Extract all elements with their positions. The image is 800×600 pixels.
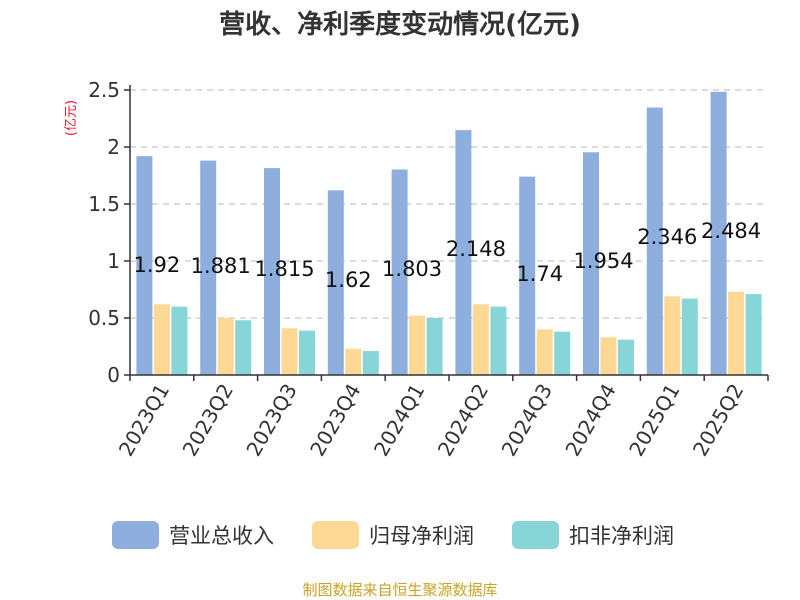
bar-deducted-net-profit <box>362 351 379 375</box>
bar-net-profit <box>600 337 617 375</box>
bar-revenue <box>136 156 153 375</box>
bar-revenue <box>455 130 472 375</box>
y-unit-label: (亿元) <box>64 100 79 136</box>
x-tick-label: 2023Q2 <box>178 380 238 461</box>
x-tick-label: 2024Q3 <box>497 380 557 461</box>
y-tick-label: 2.5 <box>88 78 120 102</box>
data-label: 1.92 <box>134 253 181 277</box>
bar-deducted-net-profit <box>618 339 634 375</box>
data-label: 2.148 <box>446 237 506 261</box>
bar-deducted-net-profit <box>681 298 698 375</box>
x-tick-label: 2023Q4 <box>305 380 365 461</box>
bar-revenue <box>583 152 599 375</box>
y-tick-label: 0.5 <box>88 306 120 330</box>
bar-revenue <box>200 160 217 375</box>
bar-net-profit <box>409 315 426 375</box>
legend-swatch <box>112 521 159 549</box>
legend-item: 扣非净利润 <box>512 521 674 549</box>
legend-label: 扣非净利润 <box>569 524 674 548</box>
data-label: 1.881 <box>191 254 251 278</box>
bar-net-profit <box>281 328 298 375</box>
bar-deducted-net-profit <box>171 306 188 375</box>
y-tick-label: 1 <box>107 249 120 273</box>
bar-deducted-net-profit <box>745 294 762 375</box>
x-tick-label: 2025Q2 <box>688 380 748 461</box>
x-tick-label: 2025Q1 <box>624 380 684 461</box>
data-label: 1.74 <box>516 262 563 286</box>
bar-net-profit <box>345 348 362 375</box>
data-label: 2.484 <box>701 219 761 243</box>
y-tick-label: 2 <box>107 135 120 159</box>
bar-net-profit <box>217 318 234 375</box>
bar-deducted-net-profit <box>554 331 571 375</box>
bar-revenue <box>264 168 280 375</box>
data-label: 1.803 <box>382 257 442 281</box>
x-tick-label: 2024Q2 <box>433 380 493 461</box>
bar-deducted-net-profit <box>490 306 507 375</box>
bar-revenue <box>710 91 727 375</box>
legend-item: 归母净利润 <box>312 521 474 549</box>
bar-revenue <box>327 190 344 375</box>
bar-net-profit <box>472 304 489 375</box>
bar-net-profit <box>536 329 553 375</box>
legend-item: 营业总收入 <box>112 521 274 549</box>
x-tick-label: 2024Q4 <box>560 380 620 461</box>
x-tick-label: 2023Q1 <box>114 380 174 461</box>
y-tick-label: 0 <box>107 363 120 387</box>
source-note: 制图数据来自恒生聚源数据库 <box>302 581 497 599</box>
chart-title: 营收、净利季度变动情况(亿元) <box>219 9 581 40</box>
data-label: 2.346 <box>637 225 697 249</box>
x-tick-label: 2024Q1 <box>369 380 429 461</box>
bar-net-profit <box>664 296 681 375</box>
bar-revenue <box>519 176 536 375</box>
data-label: 1.815 <box>254 257 314 281</box>
legend-label: 营业总收入 <box>169 524 274 548</box>
y-tick-label: 1.5 <box>88 192 120 216</box>
bar-net-profit <box>153 304 170 375</box>
bar-deducted-net-profit <box>235 320 252 375</box>
data-label: 1.62 <box>325 268 372 292</box>
bar-net-profit <box>728 291 745 375</box>
legend-swatch <box>312 521 359 549</box>
legend-swatch <box>512 521 559 549</box>
bar-revenue <box>391 169 408 375</box>
x-tick-label: 2023Q3 <box>241 380 301 461</box>
data-label: 1.954 <box>573 249 633 273</box>
legend-label: 归母净利润 <box>369 524 474 548</box>
bar-deducted-net-profit <box>426 318 443 375</box>
bar-revenue <box>646 107 663 375</box>
bar-deducted-net-profit <box>299 330 315 375</box>
